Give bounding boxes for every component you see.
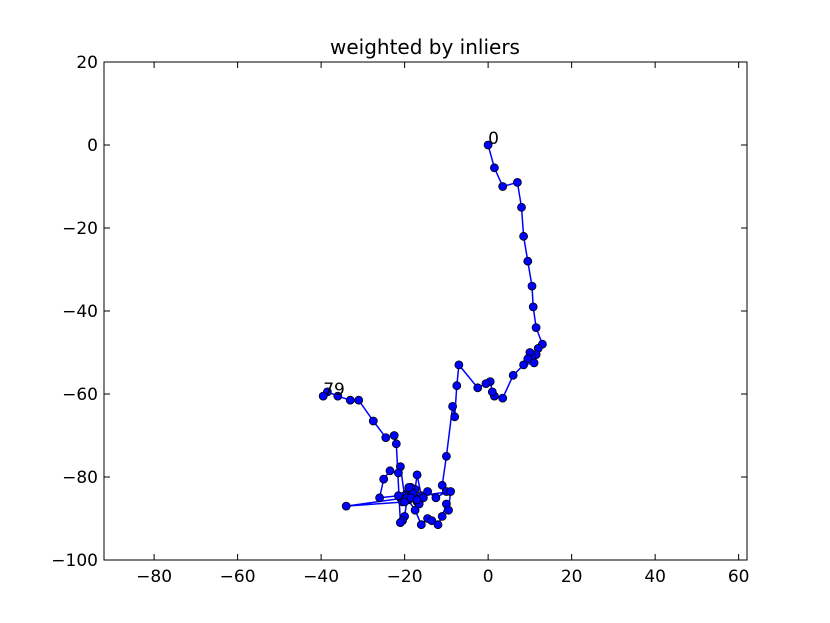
y-tick-label: 0 xyxy=(87,136,98,156)
data-point xyxy=(400,497,410,507)
x-tick-label: −60 xyxy=(220,567,256,587)
data-point xyxy=(519,231,528,241)
data-point xyxy=(437,512,447,521)
data-point xyxy=(498,393,508,403)
data-point xyxy=(375,493,385,503)
plot-area: 0 79 xyxy=(318,129,547,530)
data-point xyxy=(528,302,538,312)
data-point xyxy=(427,516,437,525)
data-point xyxy=(410,505,420,515)
data-point xyxy=(391,439,401,449)
x-tick-label: 0 xyxy=(483,567,494,587)
data-point xyxy=(354,395,364,405)
y-tick-label: −40 xyxy=(62,302,98,322)
data-point xyxy=(423,487,433,496)
data-point xyxy=(489,163,499,173)
data-point xyxy=(531,323,541,333)
data-point xyxy=(454,360,464,370)
point-annotation: 79 xyxy=(323,380,345,400)
data-point xyxy=(385,466,395,476)
data-point xyxy=(412,495,422,505)
data-point xyxy=(437,480,447,490)
data-point xyxy=(481,379,491,389)
data-point xyxy=(433,520,443,530)
data-point xyxy=(345,395,355,405)
data-point xyxy=(404,482,414,492)
axis-ticks: −80 −60 −40 −20 0 20 40 60 20 0 −20 −40 −60 −80 −100 xyxy=(51,53,749,587)
chart-title: weighted by inliers xyxy=(330,35,520,59)
data-point xyxy=(519,360,528,370)
data-point xyxy=(527,281,537,291)
data-point xyxy=(381,433,391,443)
data-point xyxy=(448,401,458,411)
x-tick-label: −20 xyxy=(387,567,423,587)
data-point xyxy=(416,520,426,530)
data-point xyxy=(368,416,378,426)
x-tick-label: −40 xyxy=(303,567,339,587)
data-point xyxy=(523,256,533,266)
data-point xyxy=(513,177,522,187)
y-tick-label: −20 xyxy=(62,219,98,239)
data-point xyxy=(431,493,441,503)
y-tick-label: 20 xyxy=(76,53,98,73)
data-point xyxy=(450,412,460,422)
y-tick-label: −100 xyxy=(51,551,98,571)
data-point xyxy=(379,474,389,484)
data-point xyxy=(473,383,483,393)
data-point xyxy=(529,358,539,368)
data-point xyxy=(452,381,462,391)
data-point xyxy=(446,487,456,496)
y-tick-label: −80 xyxy=(62,468,98,488)
data-point xyxy=(483,140,493,150)
data-point xyxy=(318,391,328,401)
x-tick-label: −80 xyxy=(136,567,172,587)
data-point xyxy=(393,468,403,478)
data-point xyxy=(487,387,497,397)
data-point xyxy=(444,505,453,515)
data-point xyxy=(395,518,405,527)
data-point xyxy=(441,451,451,461)
data-point xyxy=(333,391,343,401)
data-point xyxy=(498,182,508,191)
data-point xyxy=(523,354,533,364)
data-point xyxy=(389,431,399,440)
data-point xyxy=(517,202,526,212)
series-line xyxy=(322,144,544,527)
data-point xyxy=(341,501,351,511)
y-tick-label: −60 xyxy=(62,385,98,405)
x-tick-label: 60 xyxy=(728,567,750,587)
data-point xyxy=(393,491,403,501)
axes-frame xyxy=(103,61,748,561)
x-tick-label: 40 xyxy=(644,567,666,587)
data-point xyxy=(412,470,422,480)
data-point xyxy=(508,370,518,380)
x-tick-label: 20 xyxy=(561,567,583,587)
point-annotation: 0 xyxy=(488,129,499,149)
